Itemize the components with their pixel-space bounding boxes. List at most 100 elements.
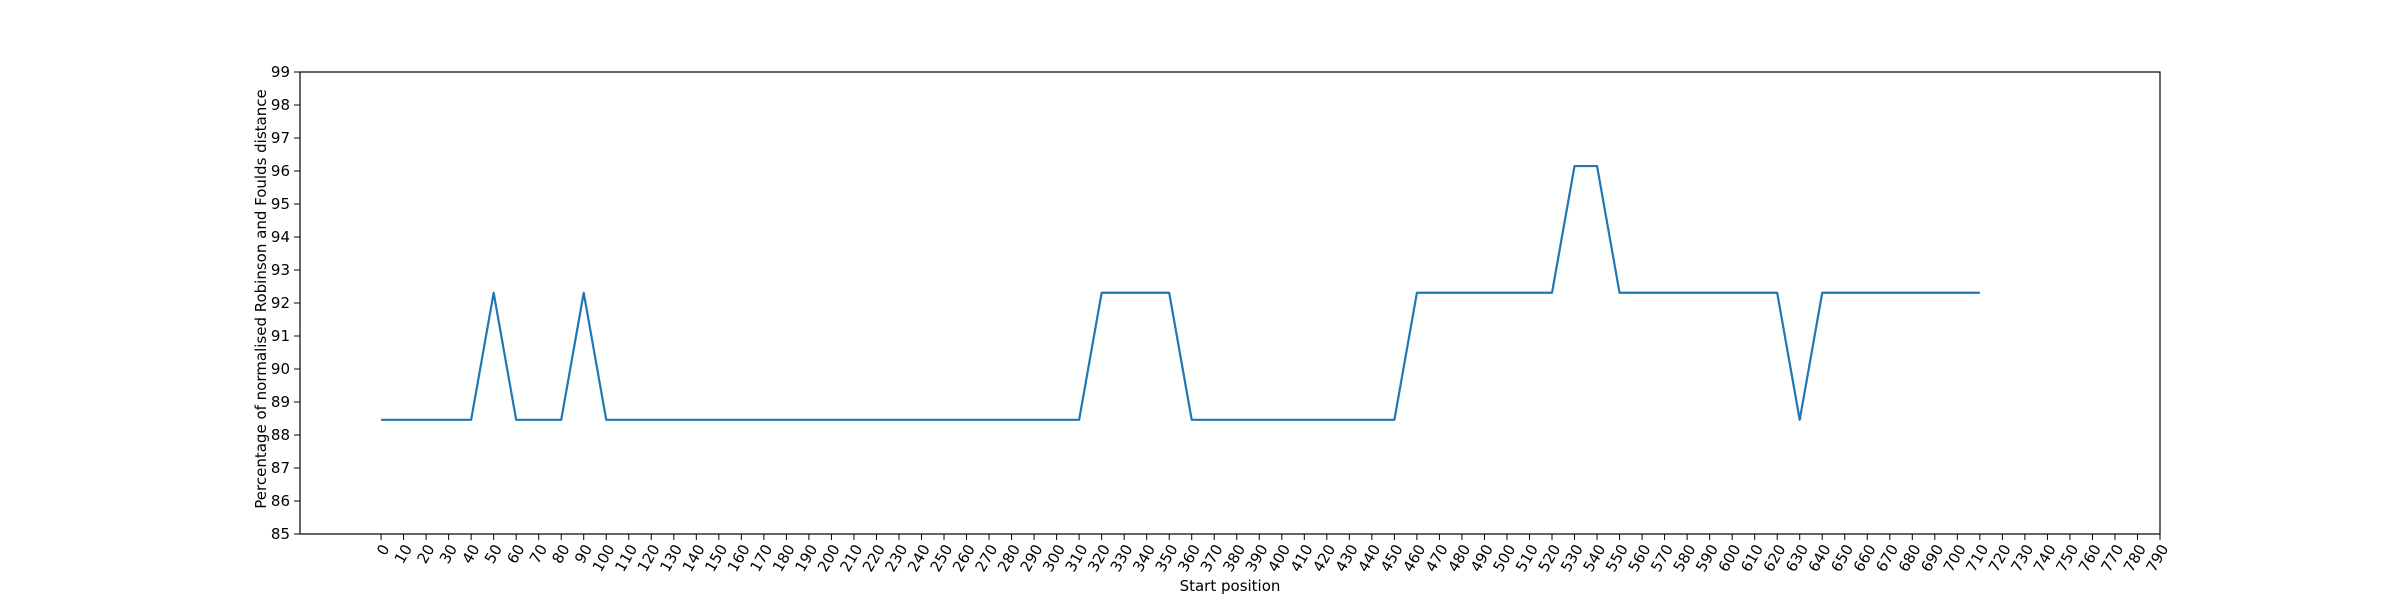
x-tick-label: 160 bbox=[724, 541, 754, 575]
x-tick-label: 340 bbox=[1129, 541, 1159, 575]
x-tick-label: 400 bbox=[1264, 541, 1294, 575]
x-tick-label: 80 bbox=[548, 541, 573, 567]
x-tick-label: 730 bbox=[2007, 541, 2037, 575]
x-tick-label: 470 bbox=[1422, 541, 1452, 575]
x-tick-label: 680 bbox=[1895, 541, 1925, 575]
x-tick-label: 590 bbox=[1692, 541, 1722, 575]
y-tick-label: 94 bbox=[271, 228, 290, 246]
x-tick-label: 460 bbox=[1399, 541, 1429, 575]
y-tick-label: 87 bbox=[271, 459, 290, 477]
x-tick-label: 790 bbox=[2142, 541, 2172, 575]
x-tick-label: 200 bbox=[814, 541, 844, 575]
x-tick-label: 740 bbox=[2030, 541, 2060, 575]
y-tick-label: 97 bbox=[271, 129, 290, 147]
x-tick-label: 620 bbox=[1760, 541, 1790, 575]
x-tick-label: 100 bbox=[589, 541, 619, 575]
x-tick-label: 580 bbox=[1670, 541, 1700, 575]
x-tick-label: 50 bbox=[481, 541, 506, 567]
x-tick-label: 410 bbox=[1287, 541, 1317, 575]
y-tick-label: 89 bbox=[271, 393, 290, 411]
x-axis-label: Start position bbox=[1180, 577, 1281, 595]
y-tick-label: 98 bbox=[271, 96, 290, 114]
x-tick-label: 530 bbox=[1557, 541, 1587, 575]
x-tick-label: 360 bbox=[1174, 541, 1204, 575]
x-tick-label: 320 bbox=[1084, 541, 1114, 575]
y-axis-label: Percentage of normalised Robinson and Fo… bbox=[252, 89, 270, 508]
x-tick-label: 210 bbox=[836, 541, 866, 575]
x-tick-label: 260 bbox=[949, 541, 979, 575]
x-tick-label: 710 bbox=[1962, 541, 1992, 575]
data-layer bbox=[381, 164, 1980, 421]
x-tick-label: 170 bbox=[746, 541, 776, 575]
x-tick-label: 450 bbox=[1377, 541, 1407, 575]
x-tick-label: 610 bbox=[1737, 541, 1767, 575]
y-axis: 85 86 87 88 89 90 91 92 93 94 95 96 97 98 99 bbox=[271, 63, 300, 543]
x-tick-label: 220 bbox=[859, 541, 889, 575]
y-tick-label: 99 bbox=[271, 63, 290, 81]
x-tick-label: 390 bbox=[1242, 541, 1272, 575]
x-tick-label: 270 bbox=[972, 541, 1002, 575]
x-tick-label: 640 bbox=[1805, 541, 1835, 575]
x-tick-label: 510 bbox=[1512, 541, 1542, 575]
x-tick-label: 700 bbox=[1940, 541, 1970, 575]
x-tick-label: 520 bbox=[1534, 541, 1564, 575]
x-tick-label: 30 bbox=[436, 541, 461, 567]
x-tick-label: 150 bbox=[701, 541, 731, 575]
y-tick-label: 88 bbox=[271, 426, 290, 444]
x-tick-label: 280 bbox=[994, 541, 1024, 575]
plot-frame bbox=[299, 71, 2161, 535]
x-tick-label: 180 bbox=[769, 541, 799, 575]
y-tick-label: 86 bbox=[271, 492, 290, 510]
x-tick-label: 130 bbox=[656, 541, 686, 575]
x-tick-label: 440 bbox=[1354, 541, 1384, 575]
x-tick-label: 780 bbox=[2120, 541, 2150, 575]
x-tick-label: 370 bbox=[1197, 541, 1227, 575]
x-tick-label: 240 bbox=[904, 541, 934, 575]
x-tick-label: 600 bbox=[1715, 541, 1745, 575]
x-tick-label: 500 bbox=[1489, 541, 1519, 575]
y-tick-label: 85 bbox=[271, 525, 290, 543]
x-tick-label: 540 bbox=[1579, 541, 1609, 575]
x-tick-label: 670 bbox=[1872, 541, 1902, 575]
x-tick-label: 0 bbox=[373, 541, 393, 558]
series-line-0 bbox=[381, 164, 1980, 421]
x-tick-label: 750 bbox=[2052, 541, 2082, 575]
y-tick-label: 93 bbox=[271, 261, 290, 279]
y-tick-label: 92 bbox=[271, 294, 290, 312]
x-tick-label: 70 bbox=[526, 541, 551, 567]
x-tick-label: 630 bbox=[1782, 541, 1812, 575]
x-tick-label: 770 bbox=[2097, 541, 2127, 575]
x-tick-label: 760 bbox=[2075, 541, 2105, 575]
x-tick-label: 300 bbox=[1039, 541, 1069, 575]
x-tick-label: 560 bbox=[1625, 541, 1655, 575]
x-tick-label: 60 bbox=[503, 541, 528, 567]
x-tick-label: 250 bbox=[926, 541, 956, 575]
x-tick-label: 480 bbox=[1444, 541, 1474, 575]
x-tick-label: 690 bbox=[1917, 541, 1947, 575]
x-tick-label: 660 bbox=[1850, 541, 1880, 575]
x-tick-label: 330 bbox=[1107, 541, 1137, 575]
y-tick-label: 90 bbox=[271, 360, 290, 378]
x-tick-label: 120 bbox=[634, 541, 664, 575]
x-tick-label: 140 bbox=[679, 541, 709, 575]
x-tick-label: 10 bbox=[391, 541, 416, 567]
x-tick-label: 190 bbox=[791, 541, 821, 575]
x-axis: 0102030405060708090100110120130140150160… bbox=[373, 534, 2172, 575]
x-tick-label: 230 bbox=[881, 541, 911, 575]
x-tick-label: 720 bbox=[1985, 541, 2015, 575]
x-tick-label: 650 bbox=[1827, 541, 1857, 575]
x-tick-label: 490 bbox=[1467, 541, 1497, 575]
x-tick-label: 20 bbox=[413, 541, 438, 567]
x-tick-label: 420 bbox=[1309, 541, 1339, 575]
x-tick-label: 290 bbox=[1017, 541, 1047, 575]
y-tick-label: 91 bbox=[271, 327, 290, 345]
x-tick-label: 430 bbox=[1332, 541, 1362, 575]
x-tick-label: 380 bbox=[1219, 541, 1249, 575]
y-tick-label: 96 bbox=[271, 162, 290, 180]
x-tick-label: 310 bbox=[1062, 541, 1092, 575]
x-tick-label: 110 bbox=[611, 541, 641, 575]
x-tick-label: 350 bbox=[1152, 541, 1182, 575]
y-tick-label: 95 bbox=[271, 195, 290, 213]
